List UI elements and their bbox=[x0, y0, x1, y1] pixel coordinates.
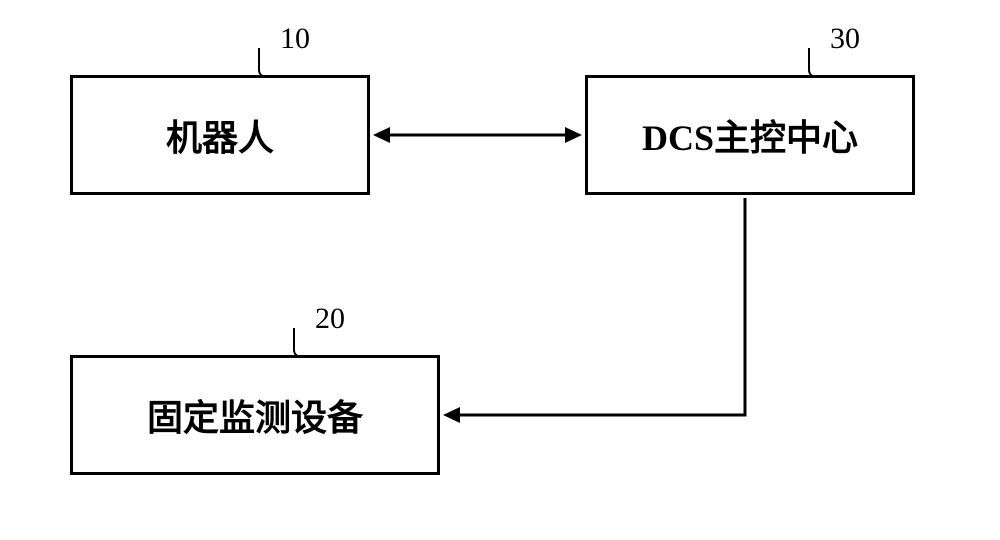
monitor-label: 20 bbox=[315, 302, 345, 336]
dcs-box: DCS主控中心 bbox=[585, 75, 915, 195]
robot-text: 机器人 bbox=[166, 109, 274, 161]
dcs-label-tick bbox=[808, 48, 826, 78]
dcs-monitor-connector bbox=[440, 195, 760, 435]
robot-label-tick bbox=[258, 48, 276, 78]
monitor-box: 固定监测设备 bbox=[70, 355, 440, 475]
monitor-label-tick bbox=[293, 328, 311, 358]
monitor-text: 固定监测设备 bbox=[147, 389, 363, 441]
robot-label: 10 bbox=[280, 22, 310, 56]
robot-dcs-connector bbox=[370, 120, 585, 150]
dcs-text: DCS主控中心 bbox=[642, 109, 858, 161]
dcs-label: 30 bbox=[830, 22, 860, 56]
robot-box: 机器人 bbox=[70, 75, 370, 195]
